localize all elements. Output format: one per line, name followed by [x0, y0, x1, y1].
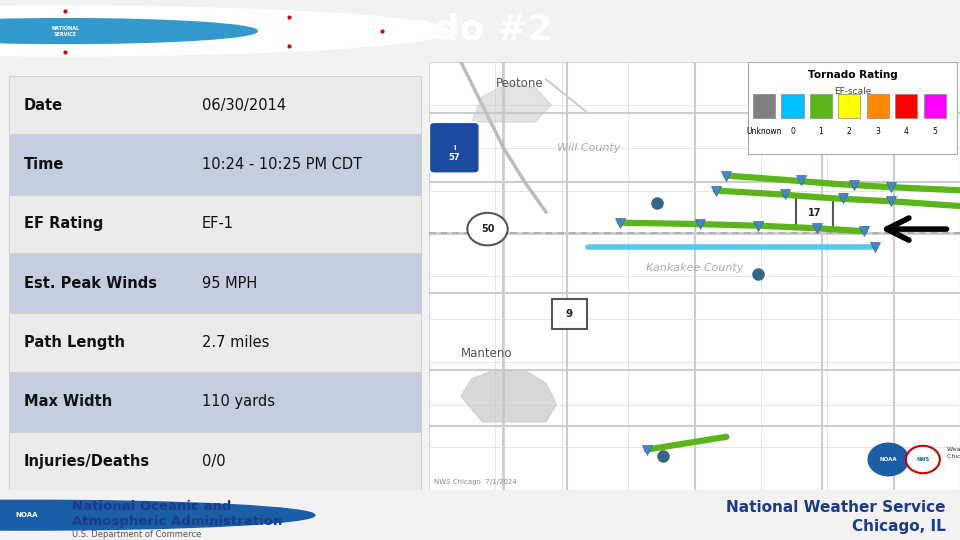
FancyBboxPatch shape	[796, 198, 833, 228]
Circle shape	[0, 12, 353, 50]
Text: Manteno: Manteno	[461, 347, 513, 360]
Text: Injuries/Deaths: Injuries/Deaths	[24, 454, 150, 469]
Text: 95 MPH: 95 MPH	[202, 276, 257, 291]
Text: 50: 50	[481, 224, 494, 234]
Text: 3: 3	[876, 127, 880, 136]
Bar	[9, 136, 420, 194]
Text: Peotone: Peotone	[495, 77, 543, 90]
Text: Weather Forecast Office
Chicago, Illinois: Weather Forecast Office Chicago, Illinoi…	[947, 447, 960, 459]
Text: NATIONAL: NATIONAL	[51, 26, 80, 31]
Bar	[9, 254, 420, 312]
FancyBboxPatch shape	[552, 299, 587, 329]
Text: Path Length: Path Length	[24, 335, 125, 350]
Text: 1: 1	[819, 127, 824, 136]
Text: National Weather Service: National Weather Service	[726, 500, 946, 515]
Text: Max Width: Max Width	[24, 394, 112, 409]
Circle shape	[906, 446, 940, 473]
Bar	[838, 94, 860, 118]
Text: 2.7 miles: 2.7 miles	[202, 335, 269, 350]
Text: EF-1: EF-1	[202, 217, 233, 231]
Bar	[895, 94, 918, 118]
Text: Kankakee County: Kankakee County	[646, 262, 743, 273]
Bar	[9, 314, 420, 372]
Circle shape	[868, 443, 908, 476]
Text: 0/0: 0/0	[202, 454, 226, 469]
Text: 57: 57	[448, 153, 461, 161]
Text: SERVICE: SERVICE	[54, 32, 77, 37]
Text: National Oceanic and: National Oceanic and	[72, 500, 231, 513]
Text: 06/30/2014: 06/30/2014	[202, 98, 286, 113]
Text: Time: Time	[24, 157, 64, 172]
Text: 110 yards: 110 yards	[202, 394, 275, 409]
Circle shape	[468, 213, 508, 245]
Text: 9: 9	[565, 309, 573, 319]
Text: U.S. Department of Commerce: U.S. Department of Commerce	[72, 530, 202, 538]
Text: 5: 5	[932, 127, 937, 136]
Text: Will County: Will County	[557, 143, 620, 153]
Bar	[924, 94, 946, 118]
Text: Manteno Tornado #2: Manteno Tornado #2	[130, 13, 552, 47]
Text: 0: 0	[790, 127, 795, 136]
Text: NOAA: NOAA	[879, 457, 898, 462]
Text: NWS Chicago  7/1/2024: NWS Chicago 7/1/2024	[435, 479, 517, 485]
Text: 2: 2	[847, 127, 852, 136]
Text: Chicago, IL: Chicago, IL	[852, 518, 946, 534]
Text: Tornado Rating: Tornado Rating	[807, 70, 898, 80]
Text: Date: Date	[24, 98, 62, 113]
Bar	[9, 373, 420, 431]
Text: Atmospheric Administration: Atmospheric Administration	[72, 515, 282, 528]
Polygon shape	[461, 370, 557, 422]
Circle shape	[0, 6, 449, 56]
Circle shape	[0, 15, 315, 47]
Bar	[748, 62, 957, 154]
Text: EF-scale: EF-scale	[834, 87, 871, 96]
Bar	[9, 432, 420, 490]
Text: 4: 4	[903, 127, 909, 136]
Polygon shape	[471, 84, 551, 122]
FancyBboxPatch shape	[429, 122, 480, 173]
Bar	[9, 195, 420, 253]
Bar	[810, 94, 832, 118]
Circle shape	[0, 500, 315, 530]
Bar	[781, 94, 804, 118]
Circle shape	[0, 9, 411, 53]
Text: NOAA: NOAA	[15, 512, 38, 518]
Text: 17: 17	[807, 208, 822, 218]
Text: 10:24 - 10:25 PM CDT: 10:24 - 10:25 PM CDT	[202, 157, 362, 172]
Text: I: I	[453, 145, 456, 151]
Text: EF Rating: EF Rating	[24, 217, 103, 231]
Bar	[867, 94, 889, 118]
Circle shape	[0, 18, 257, 44]
Bar	[9, 76, 420, 134]
Text: NWS: NWS	[916, 457, 929, 462]
Text: Est. Peak Winds: Est. Peak Winds	[24, 276, 156, 291]
Bar	[753, 94, 775, 118]
Text: Unknown: Unknown	[746, 127, 781, 136]
